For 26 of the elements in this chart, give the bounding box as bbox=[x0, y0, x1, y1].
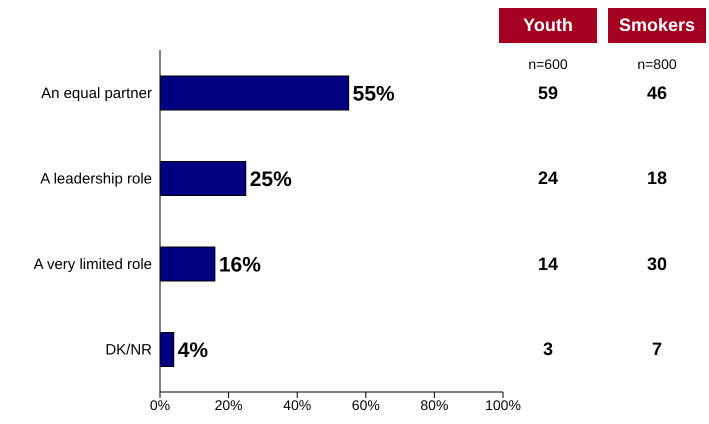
text: Youth bbox=[499, 8, 597, 43]
text: Smokers bbox=[608, 8, 706, 43]
text: 3 bbox=[542, 338, 554, 360]
data-label: 25% bbox=[250, 168, 292, 191]
x-tick-label: 0% bbox=[150, 396, 170, 413]
text: 30 bbox=[646, 252, 668, 275]
y-tick-label: A leadership role bbox=[40, 170, 152, 188]
x-tick-label: 100% bbox=[485, 396, 521, 413]
text: 14 bbox=[536, 252, 560, 275]
x-tick-label: 40% bbox=[283, 396, 312, 413]
text: 7 bbox=[650, 338, 663, 360]
y-tick-label: An equal partner bbox=[41, 85, 152, 102]
text: 24 bbox=[536, 167, 560, 190]
y-tick-label: DK/NR bbox=[105, 342, 152, 359]
x-tick-label: 60% bbox=[352, 396, 380, 413]
text: 46 bbox=[646, 82, 668, 104]
x-tick-label: 80% bbox=[420, 396, 448, 413]
text: n=800 bbox=[636, 55, 678, 74]
data-label: 4% bbox=[178, 338, 208, 362]
y-tick-label: A very limited role bbox=[34, 256, 152, 274]
data-label: 16% bbox=[218, 253, 262, 276]
text: 18 bbox=[646, 167, 668, 190]
text: 59 bbox=[536, 82, 560, 104]
text: n=600 bbox=[527, 55, 569, 74]
data-label: 55% bbox=[352, 82, 396, 106]
x-tick-label: 20% bbox=[214, 396, 243, 413]
